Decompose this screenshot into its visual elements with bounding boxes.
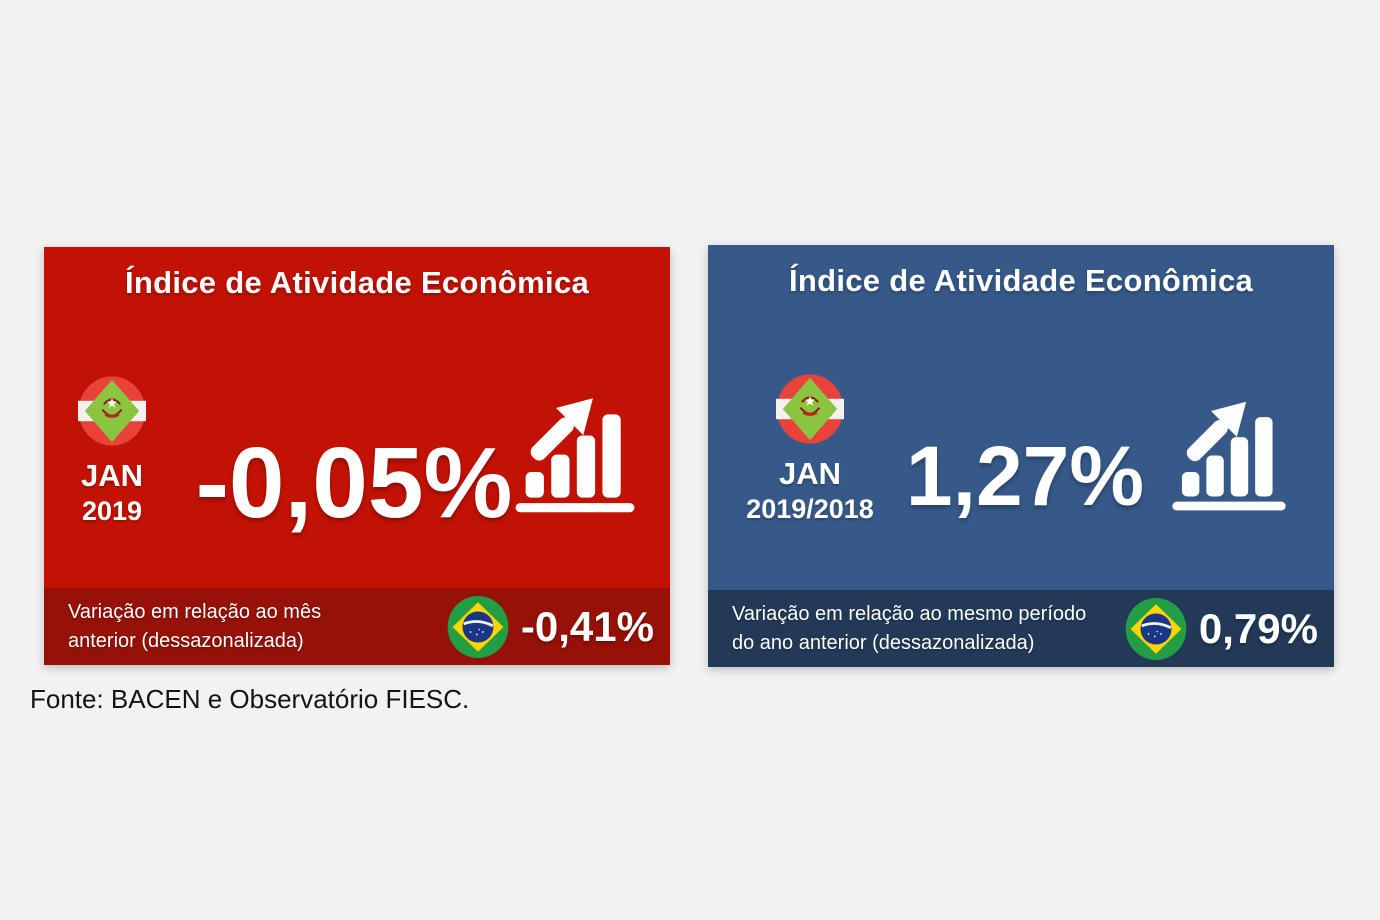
period-month-label: JAN <box>778 456 841 491</box>
period-month-label: JAN <box>80 458 143 493</box>
source-note: Fonte: BACEN e Observatório FIESC. <box>30 684 470 714</box>
santa-catarina-flag-icon <box>776 373 844 445</box>
period-year-label: 2019 <box>81 495 143 526</box>
band-caption: Variação em relação ao mesmo período do … <box>732 600 1125 658</box>
card-year-variation: Índice de Atividade Econômica JAN 2019/2… <box>708 245 1334 667</box>
brazil-flag-icon <box>446 594 509 659</box>
band-caption: Variação em relação ao mês anterior (des… <box>68 598 447 656</box>
growth-chart-icon <box>515 387 635 513</box>
band-caption-line1: Variação em relação ao mesmo período <box>732 602 1087 625</box>
card-footer-band: Variação em relação ao mês anterior (des… <box>44 588 670 665</box>
card-month-variation: Índice de Atividade Econômica JAN 2019 -… <box>44 247 670 665</box>
card-title: Índice de Atividade Econômica <box>124 265 590 300</box>
band-caption-line1: Variação em relação ao mês <box>68 600 322 623</box>
period-column: JAN 2019 <box>44 375 180 525</box>
band-caption-line2: anterior (dessazonalizada) <box>68 629 304 652</box>
brazil-flag-icon <box>1124 596 1187 661</box>
band-value: -0,41% <box>520 602 654 650</box>
santa-catarina-flag-icon <box>78 375 146 447</box>
period-column: JAN 2019/2018 <box>742 373 878 523</box>
band-caption-line2: do ano anterior (dessazonalizada) <box>732 631 1035 654</box>
period-year-label: 2019/2018 <box>746 493 874 524</box>
card-title: Índice de Atividade Econômica <box>788 263 1254 298</box>
index-value: -0,05% <box>195 427 513 539</box>
index-value: 1,27% <box>905 429 1145 523</box>
card-footer-band: Variação em relação ao mesmo período do … <box>708 590 1334 667</box>
growth-chart-icon <box>1172 391 1286 511</box>
band-value: 0,79% <box>1198 604 1318 652</box>
